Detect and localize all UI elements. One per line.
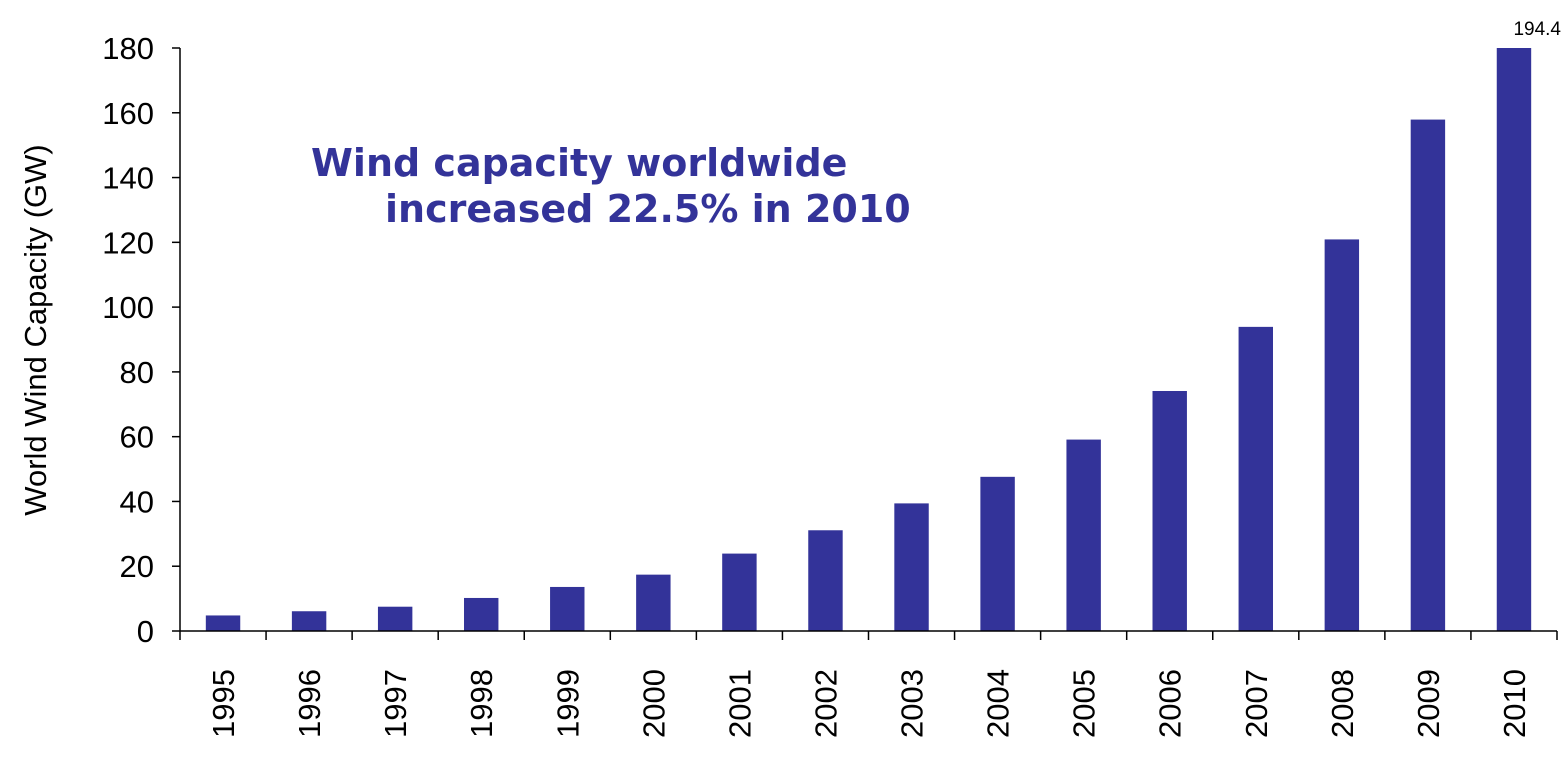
x-tick-label-1997: 1997 [378, 669, 413, 738]
data-label-2010: 194.4 [1513, 19, 1561, 40]
x-tick-label-2002: 2002 [808, 669, 843, 738]
annotation-line-1: Wind capacity worldwide [311, 141, 847, 185]
bar-2008 [1324, 239, 1360, 631]
bars-group [205, 48, 1532, 632]
x-tick-label-1995: 1995 [206, 669, 241, 738]
y-ticks-group: 0 20 40 60 80 100 120 140 160 180 [102, 31, 180, 649]
x-tick-label-2006: 2006 [1153, 669, 1188, 738]
bar-1998 [464, 597, 499, 631]
y-tick-label: 180 [102, 31, 154, 66]
x-tick-label-1999: 1999 [550, 669, 585, 738]
y-tick-label: 60 [120, 420, 154, 455]
x-tick-label-2000: 2000 [636, 669, 671, 738]
x-ticks-group: 1995 1996 1997 1998 1999 2000 2001 2002 2003 2004… [179, 631, 1558, 738]
y-tick-label: 160 [102, 96, 154, 131]
x-tick-label-2010: 2010 [1497, 669, 1532, 738]
bar-1999 [550, 586, 585, 631]
x-tick-label-2003: 2003 [895, 669, 930, 738]
x-tick-label-1998: 1998 [464, 669, 499, 738]
x-tick-label-2008: 2008 [1325, 669, 1360, 738]
annotation-line-2: increased 22.5% in 2010 [385, 187, 911, 231]
bar-2002 [808, 530, 843, 631]
bar-2009 [1410, 119, 1446, 632]
bar-1997 [377, 606, 413, 631]
x-tick-label-1996: 1996 [292, 669, 327, 738]
bar-2004 [980, 476, 1015, 631]
y-tick-label: 120 [102, 225, 154, 260]
x-tick-label-2009: 2009 [1411, 669, 1446, 738]
bar-2010 [1496, 48, 1532, 631]
bar-2000 [636, 574, 671, 631]
y-axis-title: World Wind Capacity (GW) [18, 144, 53, 516]
x-tick-label-2005: 2005 [1067, 669, 1102, 738]
y-tick-label: 140 [102, 161, 154, 196]
data-labels-group: 194.4 [1513, 19, 1561, 40]
bar-2005 [1066, 439, 1101, 631]
y-tick-label: 20 [120, 549, 154, 584]
y-tick-label: 80 [120, 355, 154, 390]
bar-2003 [894, 503, 929, 631]
x-tick-label-2004: 2004 [981, 669, 1016, 738]
y-tick-label: 0 [137, 614, 154, 649]
bar-2001 [722, 553, 757, 631]
bar-2006 [1152, 390, 1187, 631]
y-tick-label: 100 [102, 290, 154, 325]
x-tick-label-2001: 2001 [722, 669, 757, 738]
bar-1996 [291, 611, 327, 631]
y-tick-label: 40 [120, 484, 154, 519]
bar-2007 [1238, 326, 1273, 631]
x-tick-label-2007: 2007 [1239, 669, 1274, 738]
bar-1995 [205, 615, 241, 631]
